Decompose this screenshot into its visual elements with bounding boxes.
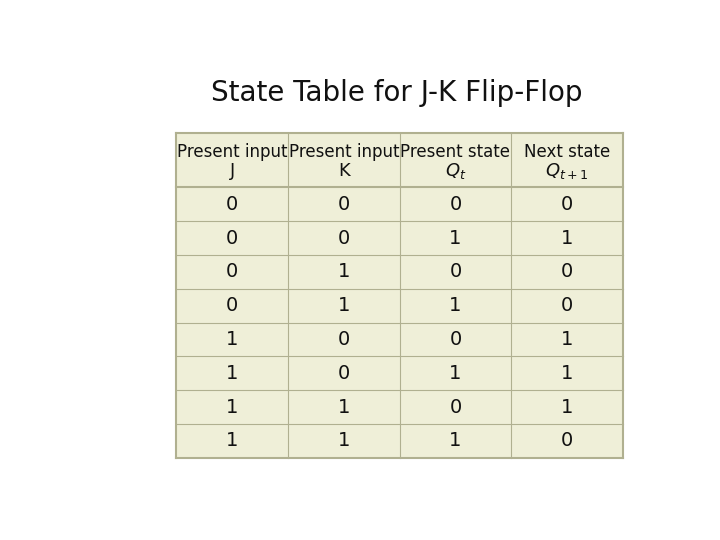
Text: Present input: Present input xyxy=(289,143,399,161)
Text: 0: 0 xyxy=(338,364,350,383)
Text: 0: 0 xyxy=(449,195,462,214)
Text: Present input: Present input xyxy=(177,143,287,161)
Text: 0: 0 xyxy=(226,262,238,281)
Text: 0: 0 xyxy=(338,330,350,349)
Text: 1: 1 xyxy=(449,364,462,383)
Text: 1: 1 xyxy=(449,228,462,248)
Text: 0: 0 xyxy=(561,262,573,281)
Text: 0: 0 xyxy=(338,228,350,248)
Text: 1: 1 xyxy=(338,431,350,450)
Text: 1: 1 xyxy=(226,431,238,450)
Text: 0: 0 xyxy=(561,431,573,450)
Text: 1: 1 xyxy=(226,330,238,349)
Text: 1: 1 xyxy=(561,330,573,349)
Text: 1: 1 xyxy=(449,296,462,315)
Text: 1: 1 xyxy=(449,431,462,450)
Text: 1: 1 xyxy=(561,364,573,383)
Text: 1: 1 xyxy=(338,296,350,315)
Text: 0: 0 xyxy=(561,296,573,315)
Text: State Table for J-K Flip-Flop: State Table for J-K Flip-Flop xyxy=(211,79,582,107)
Text: 1: 1 xyxy=(561,228,573,248)
Text: 1: 1 xyxy=(338,397,350,416)
Text: $Q_t$: $Q_t$ xyxy=(445,161,467,181)
Text: 0: 0 xyxy=(449,330,462,349)
Text: 0: 0 xyxy=(561,195,573,214)
Text: 0: 0 xyxy=(338,195,350,214)
Text: $Q_{t+1}$: $Q_{t+1}$ xyxy=(545,161,589,181)
Text: J: J xyxy=(230,162,235,180)
Text: 1: 1 xyxy=(338,262,350,281)
Text: 0: 0 xyxy=(226,228,238,248)
Text: Next state: Next state xyxy=(524,143,611,161)
Text: 1: 1 xyxy=(561,397,573,416)
Text: 0: 0 xyxy=(449,262,462,281)
Text: 1: 1 xyxy=(226,397,238,416)
Text: K: K xyxy=(338,162,350,180)
Text: 0: 0 xyxy=(226,195,238,214)
Text: 0: 0 xyxy=(226,296,238,315)
Text: Present state: Present state xyxy=(400,143,510,161)
Text: 1: 1 xyxy=(226,364,238,383)
Text: 0: 0 xyxy=(449,397,462,416)
Bar xyxy=(176,133,623,458)
